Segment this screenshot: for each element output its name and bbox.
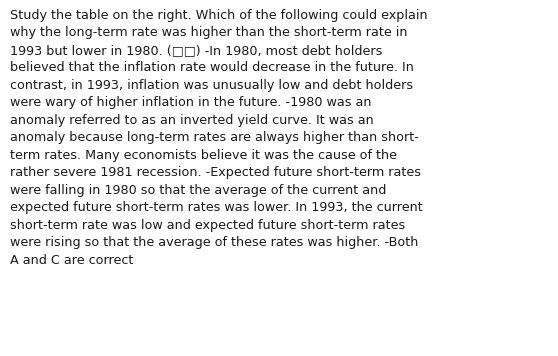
Text: Study the table on the right. Which of the following could explain
why the long-: Study the table on the right. Which of t… [10, 9, 427, 267]
